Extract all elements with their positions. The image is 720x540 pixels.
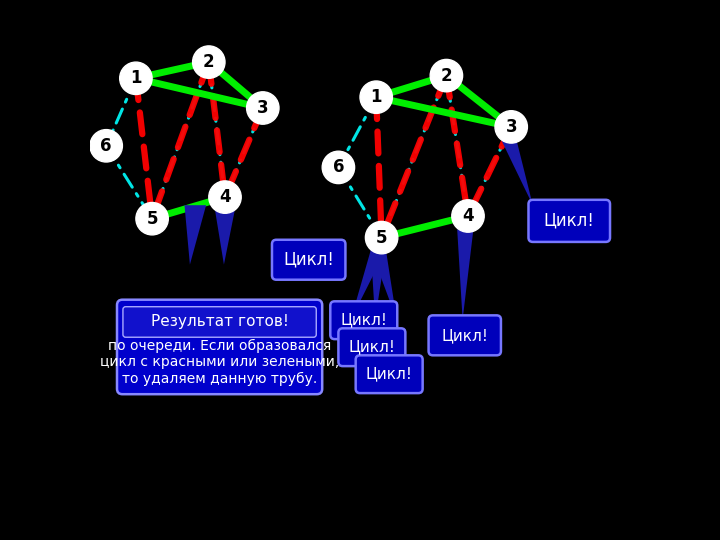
Polygon shape xyxy=(184,205,206,265)
FancyBboxPatch shape xyxy=(356,355,423,393)
Text: Цикл!: Цикл! xyxy=(544,212,595,230)
Text: Цикл!: Цикл! xyxy=(283,251,334,269)
Text: 5: 5 xyxy=(146,210,158,228)
Circle shape xyxy=(136,202,168,235)
Circle shape xyxy=(193,46,225,78)
Circle shape xyxy=(209,181,241,213)
Circle shape xyxy=(120,62,152,94)
Circle shape xyxy=(90,130,122,162)
FancyBboxPatch shape xyxy=(117,300,323,394)
Circle shape xyxy=(452,200,484,232)
Circle shape xyxy=(360,81,392,113)
Text: 2: 2 xyxy=(441,66,452,85)
Polygon shape xyxy=(501,140,533,205)
Text: 1: 1 xyxy=(130,69,142,87)
Circle shape xyxy=(246,92,279,124)
FancyBboxPatch shape xyxy=(428,315,501,355)
Text: Цикл!: Цикл! xyxy=(366,367,413,382)
Polygon shape xyxy=(371,250,397,320)
Text: 4: 4 xyxy=(219,188,231,206)
Polygon shape xyxy=(457,230,474,320)
FancyBboxPatch shape xyxy=(338,328,405,366)
Text: 6: 6 xyxy=(333,158,344,177)
Text: 6: 6 xyxy=(101,137,112,155)
FancyBboxPatch shape xyxy=(272,240,346,280)
Text: Цикл!: Цикл! xyxy=(341,313,387,328)
Text: Цикл!: Цикл! xyxy=(348,340,395,355)
Text: по очереди. Если образовался
цикл с красными или зелеными,
то удаляем данную тру: по очереди. Если образовался цикл с крас… xyxy=(100,339,339,386)
Text: 3: 3 xyxy=(257,99,269,117)
Text: 1: 1 xyxy=(371,88,382,106)
FancyBboxPatch shape xyxy=(330,301,397,339)
Circle shape xyxy=(495,111,527,143)
Text: Результат готов!: Результат готов! xyxy=(150,314,289,329)
Polygon shape xyxy=(371,250,386,320)
Polygon shape xyxy=(351,250,386,320)
Circle shape xyxy=(323,151,354,184)
Text: 5: 5 xyxy=(376,228,387,247)
FancyBboxPatch shape xyxy=(528,200,610,242)
Text: 3: 3 xyxy=(505,118,517,136)
Text: 2: 2 xyxy=(203,53,215,71)
Text: Цикл!: Цикл! xyxy=(441,328,488,343)
FancyBboxPatch shape xyxy=(123,307,316,337)
Text: 4: 4 xyxy=(462,207,474,225)
Circle shape xyxy=(431,59,463,92)
Circle shape xyxy=(366,221,397,254)
Polygon shape xyxy=(215,205,236,265)
